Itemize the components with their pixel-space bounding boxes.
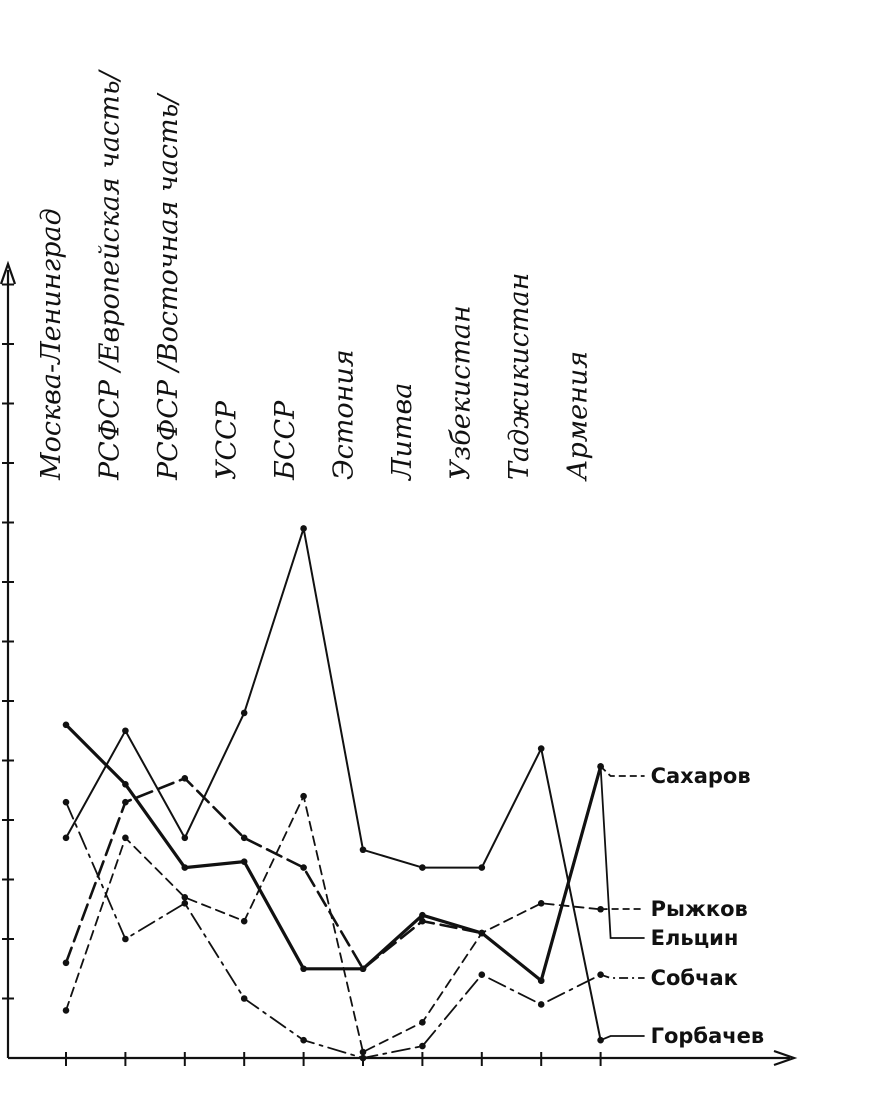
data-point xyxy=(419,1042,426,1050)
data-point xyxy=(122,781,129,788)
legend-connector xyxy=(600,973,645,979)
data-point xyxy=(537,1001,545,1008)
category-label: Армения xyxy=(563,351,594,482)
legend-connector xyxy=(600,1035,645,1041)
series-4 xyxy=(62,525,604,1044)
legend-connector xyxy=(599,766,645,939)
legend: Сахаров Рыжков Ельцин Собчак Горбачев xyxy=(599,764,765,1048)
legend-label: Рыжков xyxy=(651,897,748,921)
x-axis xyxy=(8,1049,798,1067)
data-point xyxy=(537,745,545,752)
category-label: Литва xyxy=(387,383,418,482)
data-point xyxy=(62,1007,70,1014)
data-point xyxy=(240,858,248,865)
series-0 xyxy=(62,763,604,984)
data-point xyxy=(359,1054,367,1062)
series-line xyxy=(64,723,603,983)
data-point xyxy=(359,846,367,854)
y-axis xyxy=(0,260,17,1058)
data-point xyxy=(181,894,189,901)
data-point xyxy=(419,1019,426,1026)
legend-label: Собчак xyxy=(651,966,738,990)
data-point xyxy=(300,1036,307,1044)
data-point xyxy=(240,995,248,1002)
legend-label: Ельцин xyxy=(651,926,739,950)
data-point xyxy=(359,1048,367,1056)
category-label: Москва-Ленинград xyxy=(36,208,67,481)
data-point xyxy=(419,911,426,919)
category-label: РСФСР /Восточная часть/ xyxy=(153,92,184,481)
data-point xyxy=(359,965,367,973)
category-label: БССР xyxy=(270,400,301,481)
series-layer xyxy=(62,525,604,1062)
legend-label: Сахаров xyxy=(651,764,751,788)
series-2 xyxy=(62,721,604,984)
category-label: УССР xyxy=(212,400,243,480)
data-point xyxy=(300,864,307,871)
category-labels: Москва-Ленинград РСФСР /Европейская часть… xyxy=(36,68,594,482)
category-label: Таджикистан xyxy=(504,273,535,480)
data-point xyxy=(62,798,70,806)
series-3 xyxy=(62,798,604,1062)
data-point xyxy=(181,834,189,842)
series-1 xyxy=(62,792,604,1056)
data-point xyxy=(240,917,248,925)
series-line xyxy=(64,765,602,982)
data-point xyxy=(419,864,426,871)
data-point xyxy=(537,977,545,984)
data-point xyxy=(240,709,248,717)
category-label: РСФСР /Европейская часть/ xyxy=(95,68,126,481)
category-label: Узбекистан xyxy=(446,305,477,480)
data-point xyxy=(62,834,70,842)
data-point xyxy=(419,917,426,925)
data-point xyxy=(62,959,70,967)
y-axis-ticks xyxy=(2,283,14,1000)
category-label: Эстония xyxy=(329,349,360,480)
data-point xyxy=(478,864,486,871)
data-point xyxy=(478,971,486,978)
data-point xyxy=(122,834,129,842)
data-point xyxy=(122,935,129,943)
series-line xyxy=(65,801,602,1059)
x-axis-ticks xyxy=(65,1052,602,1066)
series-line xyxy=(65,527,602,1042)
data-point xyxy=(181,900,189,907)
data-point xyxy=(300,525,307,532)
data-point xyxy=(300,965,307,973)
data-point xyxy=(537,900,545,907)
data-point xyxy=(181,864,189,871)
series-line xyxy=(65,795,602,1053)
legend-connector xyxy=(599,765,645,777)
data-point xyxy=(122,727,129,735)
data-point xyxy=(300,792,307,800)
data-point xyxy=(181,775,189,782)
data-point xyxy=(62,721,70,729)
data-point xyxy=(122,798,129,806)
legend-label: Горбачев xyxy=(651,1024,765,1048)
data-point xyxy=(240,834,248,842)
data-point xyxy=(478,929,486,937)
